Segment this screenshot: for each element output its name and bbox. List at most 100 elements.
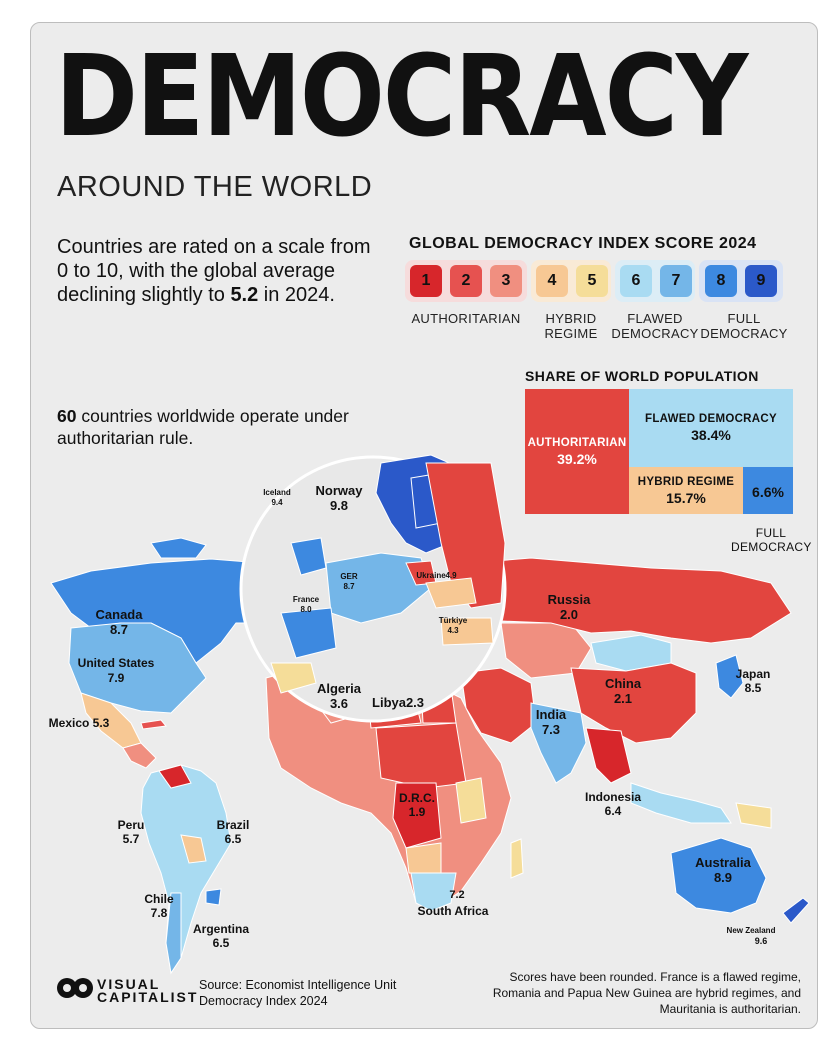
map-label-russia-score: 2.0: [560, 607, 578, 622]
source-line-1: Source: Economist Intelligence Unit: [199, 978, 397, 992]
china-shape: [570, 662, 697, 744]
legend-score-2: 2: [461, 272, 471, 289]
legend-score-6: 6: [631, 272, 641, 289]
map-label-us-score: 7.9: [108, 671, 125, 685]
map-label-india-name: India: [536, 707, 567, 722]
map-label-drc-name: D.R.C.: [399, 791, 435, 805]
legend-label-full-2: DEMOCRACY: [700, 326, 788, 341]
map-label-japan-name: Japan: [736, 667, 771, 681]
treemap-hybrid-regime: HYBRID REGIME 15.7%: [629, 467, 743, 514]
indonesia-shape: [630, 782, 732, 824]
central-europe-shape: [325, 552, 432, 624]
treemap-full-label-1: FULL: [755, 526, 787, 540]
map-label-japan-score: 8.5: [745, 681, 762, 695]
map-label-ukraine-name: Ukraine: [416, 571, 446, 580]
logo-line-2: CAPITALIST: [97, 989, 199, 1005]
map-label-brazil-score: 6.5: [225, 832, 242, 846]
source-citation: Source: Economist Intelligence Unit Democ…: [199, 977, 429, 1009]
map-label-algeria-score: 3.6: [330, 696, 348, 711]
treemap-flawed-value: 38.4%: [691, 427, 731, 443]
treemap-full-label-2: DEMOCRACY: [731, 540, 812, 554]
map-label-sa-score: 7.2: [449, 889, 464, 901]
legend-swatch-3: 3: [490, 265, 522, 297]
authoritarian-count-label: countries worldwide operate under author…: [57, 406, 349, 448]
treemap-authoritarian-name: AUTHORITARIAN: [527, 436, 627, 449]
map-label-france-score: 8.0: [300, 605, 312, 614]
legend-score-5: 5: [587, 272, 597, 289]
map-label-iceland-score: 9.4: [271, 498, 283, 507]
treemap-hybrid-name: HYBRID REGIME: [637, 475, 735, 488]
drc-shape: [392, 782, 442, 849]
map-label-argentina-score: 6.5: [213, 936, 230, 950]
map-label-norway-name: Norway: [316, 483, 364, 498]
east-africa-shape: [455, 777, 487, 824]
map-label-ger-name: GER: [340, 572, 358, 581]
map-label-nz-score: 9.6: [755, 936, 768, 946]
world-map: Canada 8.7 United States 7.9 Mexico 5.3 …: [49, 454, 810, 975]
legend-label-flawed-1: FLAWED: [627, 311, 683, 326]
infographic-poster: DEMOCRACY AROUND THE WORLD Countries are…: [30, 22, 818, 1029]
legend-swatch-1: 1: [410, 265, 442, 297]
map-label-iceland-name: Iceland: [263, 488, 291, 497]
treemap-full-democracy-label: FULL DEMOCRACY: [731, 526, 811, 554]
treemap-authoritarian: AUTHORITARIAN 39.2%: [525, 389, 629, 514]
map-label-turkiye-name: Türkiye: [439, 616, 468, 625]
south-america-shape: [140, 764, 232, 975]
map-label-chile-score: 7.8: [151, 906, 168, 920]
treemap-hybrid-value: 15.7%: [666, 489, 706, 506]
intro-line-b: in 2024.: [258, 284, 335, 306]
legend-label-authoritarian-text: AUTHORITARIAN: [411, 311, 521, 326]
treemap-full-value: 6.6%: [752, 483, 784, 500]
legend-label-flawed-2: DEMOCRACY: [611, 326, 699, 341]
map-label-ger-score: 8.7: [343, 582, 355, 591]
legend-label-full-1: FULL: [727, 311, 761, 326]
legend-swatch-8: 8: [705, 265, 737, 297]
footnote-line-1: Scores have been rounded. France is a fl…: [509, 970, 802, 984]
russia-shape: [470, 557, 792, 644]
australia-shape: [670, 837, 767, 914]
iberia-shape: [280, 607, 337, 659]
map-label-drc-score: 1.9: [409, 805, 426, 819]
turkiye-shape: [440, 617, 494, 646]
footnote-line-2: Romania and Papua New Guinea are hybrid …: [492, 986, 801, 1000]
cuba-shape: [140, 719, 167, 730]
legend-label-authoritarian: AUTHORITARIAN: [405, 311, 527, 326]
map-label-nz-name: New Zealand: [727, 926, 776, 935]
bolivia-shape: [180, 834, 207, 864]
india-shape: [530, 702, 587, 784]
morocco-shape: [270, 662, 317, 694]
map-label-france-name: France: [293, 595, 320, 604]
map-label-canada-name: Canada: [96, 607, 144, 622]
canada-islands-shape: [150, 537, 207, 559]
map-label-libya-name: Libya: [372, 695, 407, 710]
map-label-india-score: 7.3: [542, 722, 560, 737]
map-label-us-name: United States: [78, 656, 155, 670]
legend-swatch-5: 5: [576, 265, 608, 297]
map-label-norway-score: 9.8: [330, 498, 348, 513]
treemap-flawed-name: FLAWED DEMOCRACY: [645, 413, 777, 425]
russia-inset-shape: [425, 462, 506, 609]
legend-score-1: 1: [421, 272, 431, 289]
japan-shape: [715, 654, 744, 699]
visual-capitalist-logo-icon: [57, 978, 93, 998]
treemap-full-democracy: 6.6%: [743, 467, 793, 514]
map-label-australia-name: Australia: [695, 855, 751, 870]
legend-score-7: 7: [671, 272, 681, 289]
new-zealand-shape: [782, 897, 810, 924]
venezuela-shape: [158, 764, 192, 789]
legend-label-full: FULL DEMOCRACY: [699, 311, 789, 341]
footnote: Scores have been rounded. France is a fl…: [471, 969, 801, 1017]
map-label-indonesia-score: 6.4: [605, 804, 622, 818]
map-label-mexico-name: Mexico: [49, 716, 90, 730]
legend-score-3: 3: [501, 272, 511, 289]
legend-score-4: 4: [547, 272, 557, 289]
map-label-canada-score: 8.7: [110, 622, 128, 637]
middle-east-shape: [460, 667, 537, 744]
legend-swatch-7: 7: [660, 265, 692, 297]
treemap-authoritarian-value: 39.2%: [557, 450, 597, 467]
global-average-value: 5.2: [230, 284, 259, 306]
intro-text: Countries are rated on a scale from 0 to…: [57, 235, 387, 307]
uruguay-shape: [205, 888, 222, 906]
legend-label-flawed: FLAWED DEMOCRACY: [611, 311, 699, 341]
legend-label-hybrid-2: REGIME: [544, 326, 598, 341]
